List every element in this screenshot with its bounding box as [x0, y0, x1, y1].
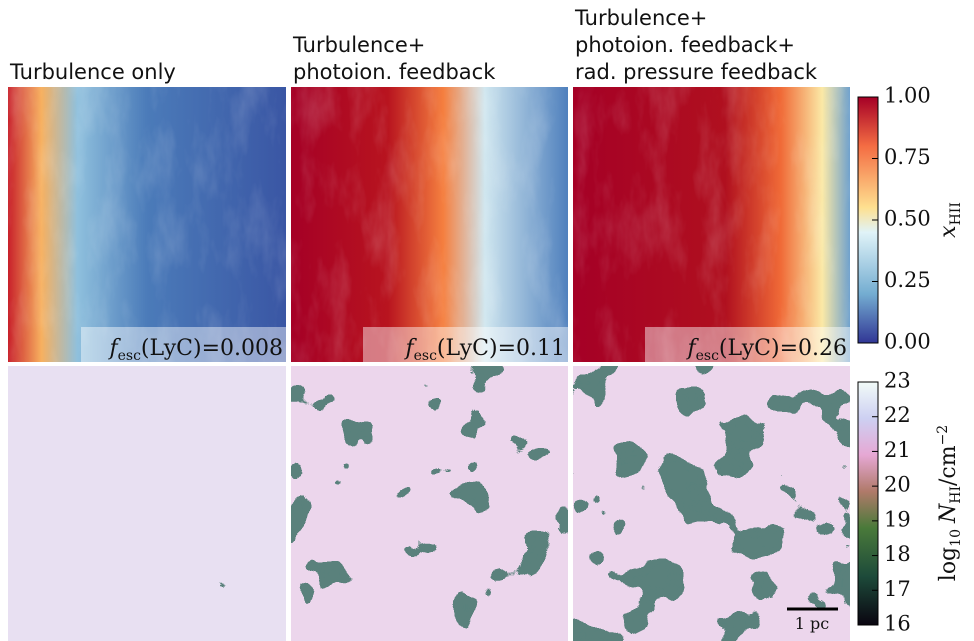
tick-label: 21 — [884, 438, 911, 462]
value: 0.11 — [516, 336, 565, 361]
subscript: esc — [118, 348, 141, 364]
patches — [573, 366, 850, 641]
superscript: −2 — [935, 425, 951, 446]
figure: 1 pc Turbulence onlyfesc(LyC)=0.008Turbu… — [0, 0, 974, 641]
texture — [8, 87, 850, 362]
symbol: x — [936, 225, 961, 238]
patches — [291, 366, 568, 641]
colorbar — [858, 382, 878, 625]
panel-title: Turbulence only — [9, 60, 176, 84]
tick-label: 0.50 — [884, 207, 931, 231]
tick-label: 1.00 — [884, 84, 931, 108]
colorbar-label: log10 NHI/cm−2 — [935, 425, 964, 581]
value: 0.26 — [798, 336, 847, 361]
subscript: HII — [948, 202, 964, 225]
panel-title: Turbulence+ — [292, 33, 425, 57]
argument: (LyC) — [141, 336, 202, 361]
equals: = — [202, 336, 220, 361]
panel-title: rad. pressure feedback — [575, 60, 818, 84]
equals: = — [498, 336, 516, 361]
tick-label: 20 — [884, 473, 911, 497]
tick-label: 17 — [884, 577, 911, 601]
equals: = — [780, 336, 798, 361]
value: 0.008 — [220, 336, 283, 361]
subscript: esc — [414, 348, 437, 364]
tick-label: 19 — [884, 507, 911, 531]
scale-bar-label: 1 pc — [795, 614, 830, 633]
colorbar-label: xHII — [936, 202, 964, 238]
panel-title: Turbulence+ — [574, 6, 707, 30]
tick-label: 0.25 — [884, 268, 931, 292]
panel-title: photoion. feedback — [293, 60, 496, 84]
prefix: log — [936, 547, 961, 581]
tick-label: 16 — [884, 612, 911, 636]
subscript: esc — [696, 348, 719, 364]
unit: /cm — [936, 445, 961, 486]
subscript: 10 — [948, 529, 964, 547]
tick-label: 0.00 — [884, 330, 931, 354]
subscript: HI — [948, 486, 964, 504]
tick-label: 23 — [884, 369, 911, 393]
panel-title: photoion. feedback+ — [575, 33, 795, 57]
panels: 1 pc — [8, 87, 878, 641]
tick-label: 22 — [884, 403, 911, 427]
tick-label: 18 — [884, 542, 911, 566]
symbol: N — [936, 503, 961, 524]
argument: (LyC) — [719, 336, 780, 361]
patches — [8, 366, 286, 641]
argument: (LyC) — [437, 336, 498, 361]
tick-label: 0.75 — [884, 145, 931, 169]
